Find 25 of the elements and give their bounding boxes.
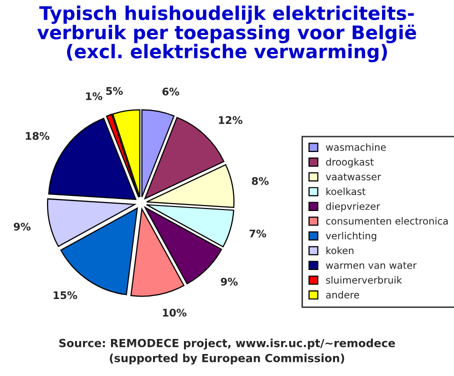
data-label: 6% bbox=[162, 88, 180, 96]
text: (supported by European Commission) bbox=[110, 354, 344, 364]
data-label: 9% bbox=[14, 222, 31, 231]
legend-label: droogkast bbox=[326, 158, 374, 168]
legend-label: koken bbox=[326, 246, 354, 254]
data-label: 5% bbox=[106, 87, 123, 95]
legend-label: vaatwasser bbox=[326, 173, 382, 180]
legend-label: wasmachine bbox=[326, 143, 386, 151]
legend-label: sluimerverbruik bbox=[326, 276, 402, 284]
legend-label: koelkast bbox=[326, 188, 366, 196]
legend-label: diepvriezer bbox=[326, 202, 380, 212]
legend-label: andere bbox=[326, 290, 360, 298]
chart-title: Typisch huishoudelijk elektriciteits- verbruik per toepassing voor België (excl. elektrische verwarming) bbox=[37, 6, 416, 62]
legend-label: verlichting bbox=[326, 232, 376, 242]
data-label: 18% bbox=[26, 132, 50, 140]
data-label: 10% bbox=[163, 308, 186, 317]
source-note: Source: REMODECE project, www.isr.uc.pt/~remodece bbox=[59, 338, 395, 350]
data-label: 12% bbox=[218, 116, 242, 124]
data-label: 8% bbox=[252, 177, 269, 185]
data-label: 1% bbox=[86, 92, 102, 100]
data-label: 9% bbox=[220, 278, 238, 286]
data-label: 15% bbox=[54, 291, 78, 300]
legend-label: warmen van water bbox=[326, 262, 417, 269]
legend-label: consumenten electronica bbox=[326, 217, 448, 225]
data-label: 7% bbox=[250, 230, 266, 238]
